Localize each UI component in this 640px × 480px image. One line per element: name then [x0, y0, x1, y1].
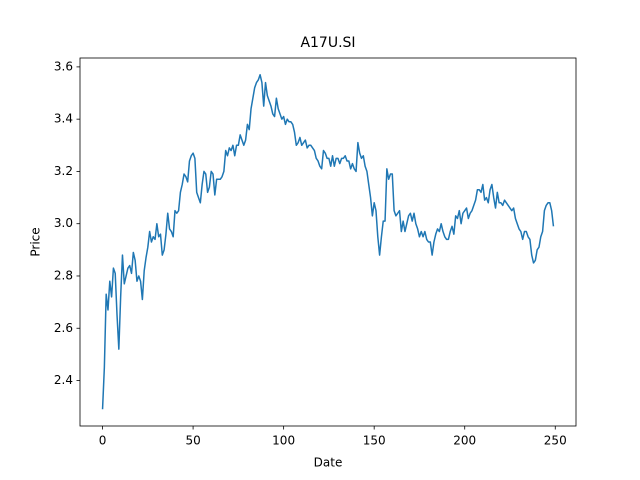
y-tick-label: 3.2 — [54, 164, 73, 178]
y-tick-label: 2.4 — [54, 373, 73, 387]
x-tick-label: 0 — [99, 434, 107, 448]
x-tick-label: 200 — [453, 434, 476, 448]
plot-frame — [79, 57, 577, 427]
y-tick-label: 3.6 — [54, 59, 73, 73]
y-tick-label: 2.8 — [54, 268, 73, 282]
y-tick-label: 3.4 — [54, 112, 73, 126]
price-line — [101, 73, 555, 410]
x-axis-label: Date — [314, 456, 343, 470]
y-axis-label: Price — [29, 227, 43, 256]
y-tick-label: 2.6 — [54, 321, 73, 335]
y-tick-label: 3.0 — [54, 216, 73, 230]
chart-title: A17U.SI — [300, 35, 355, 51]
x-tick-label: 150 — [363, 434, 386, 448]
x-tick-label: 50 — [185, 434, 200, 448]
x-tick-label: 250 — [544, 434, 567, 448]
x-tick-label: 100 — [272, 434, 295, 448]
